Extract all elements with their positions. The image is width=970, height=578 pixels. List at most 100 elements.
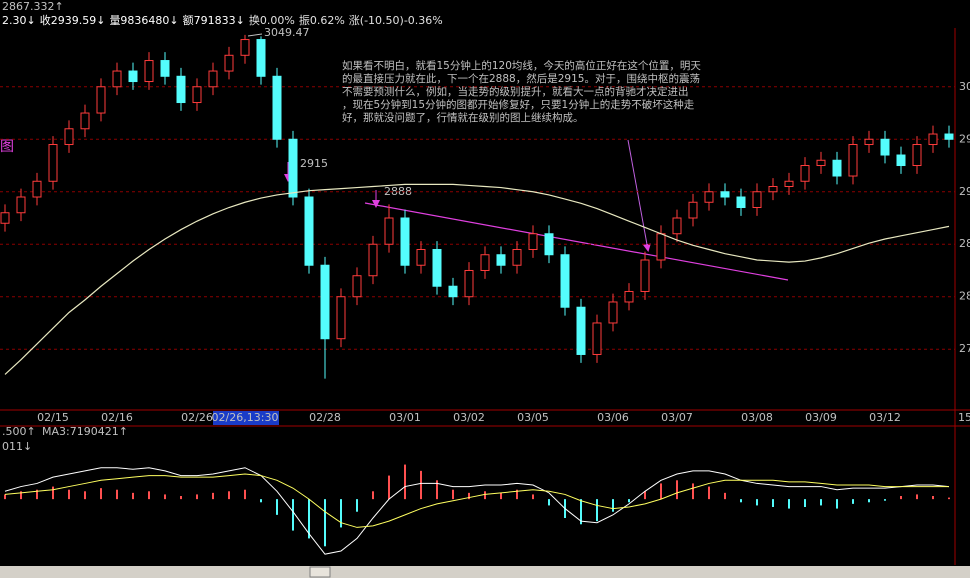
y-tick-label: 2850 <box>959 237 970 250</box>
x-tick-label: 02/28 <box>309 411 341 424</box>
candle-body <box>48 144 58 182</box>
candle-body <box>464 269 474 298</box>
candle-body <box>928 133 938 146</box>
candle-body <box>400 217 410 266</box>
candle-body <box>128 70 138 83</box>
x-tick-label: 02/26,13:30 <box>212 411 279 424</box>
candle-body <box>704 191 714 203</box>
candle-body <box>192 86 202 104</box>
candle-body <box>608 301 618 324</box>
candle-body <box>672 217 682 235</box>
y-tick-label: 2950 <box>959 132 970 145</box>
y-tick-label: 3000 <box>959 80 970 93</box>
annotation-text: 好，那就没问题了，行情就在级别的图上继续构成。 <box>342 111 584 124</box>
x-tick-label: 03/09 <box>805 411 837 424</box>
candle-body <box>816 159 826 167</box>
high-label: 3049.47 <box>264 26 310 39</box>
x-tick-label: 02/16 <box>101 411 133 424</box>
annotation-text: 如果看不明白，就看15分钟上的120均线，今天的高位正好在这个位置，明天 <box>342 59 701 72</box>
candle-body <box>832 159 842 177</box>
candle-body <box>256 39 266 77</box>
arrow <box>627 139 651 252</box>
indicator-header: .500↑ <box>2 425 36 438</box>
quote-item: 振0.62% <box>299 13 345 27</box>
candle-body <box>336 296 346 340</box>
scrollbar[interactable] <box>0 566 970 578</box>
candle-body <box>288 138 298 198</box>
quote-item: 2.30↓ <box>2 14 36 27</box>
candle-body <box>0 212 10 224</box>
x-tick-label: 03/12 <box>869 411 901 424</box>
dea-line <box>4 473 949 528</box>
corner-label: 15 <box>958 411 970 424</box>
candle-body <box>16 196 26 214</box>
candle-body <box>64 128 74 146</box>
candle-body <box>784 180 794 188</box>
mark-label: 2915 <box>300 157 328 170</box>
ma-line <box>4 183 950 375</box>
candle-body <box>208 70 218 88</box>
candle-body <box>720 191 730 198</box>
annotation-text: 不需要预测什么，例如，当走势的级别提升，就看大一点的背驰才决定进出 <box>342 85 689 98</box>
candle-body <box>544 233 554 256</box>
dif-line <box>4 467 950 555</box>
x-tick-label: 03/07 <box>661 411 693 424</box>
x-tick-label: 03/02 <box>453 411 485 424</box>
candle-body <box>176 75 186 104</box>
x-tick-label: 02/26 <box>181 411 213 424</box>
x-tick-label: 02/15 <box>37 411 69 424</box>
candle-body <box>864 138 874 146</box>
candle-body <box>368 243 378 277</box>
candle-body <box>656 233 666 261</box>
candle-body <box>384 217 394 245</box>
candle-body <box>272 75 282 140</box>
trend-line <box>364 202 789 281</box>
candle-body <box>496 254 506 266</box>
candle-body <box>800 165 810 182</box>
candle-body <box>432 248 442 287</box>
candle-body <box>768 186 778 193</box>
x-tick-label: 03/06 <box>597 411 629 424</box>
candle-body <box>112 70 122 88</box>
quote-item: 收2939.59↓ <box>40 13 106 27</box>
candle-body <box>752 191 762 209</box>
candle-body <box>96 86 106 114</box>
candle-body <box>304 196 314 266</box>
candle-body <box>848 144 858 177</box>
y-tick-label: 2750 <box>959 342 970 355</box>
quote-header: 2.30↓ 收2939.59↓ 量9836480↓ 额791833↓ 换0.00% 振0.… <box>2 13 443 27</box>
quote-item: 额791833↓ <box>183 14 245 27</box>
annotation-text: 的最直接压力就在此，下一个在2888，然后是2915。对于，围绕中枢的震荡 <box>342 72 700 85</box>
candle-body <box>912 144 922 167</box>
last-price: 2867.332↑ <box>2 0 64 13</box>
candle-body <box>944 133 954 140</box>
candle-body <box>32 180 42 198</box>
x-tick-label: 03/08 <box>741 411 773 424</box>
scroll-thumb[interactable] <box>309 566 331 578</box>
candle-body <box>144 60 154 83</box>
candle-body <box>448 285 458 298</box>
cursor-date-box <box>213 411 279 425</box>
side-label: 图 <box>0 139 14 155</box>
indicator-header: MA3:7190421↑ <box>42 425 128 438</box>
candle-body <box>224 54 234 72</box>
candle-body <box>352 275 362 298</box>
candle-body <box>240 39 250 56</box>
quote-item: 涨(-10.50)-0.36% <box>349 14 443 27</box>
candle-body <box>416 248 426 266</box>
candle-body <box>880 138 890 156</box>
quote-item: 量9836480↓ <box>109 14 178 27</box>
candle-body <box>896 154 906 167</box>
candle-body <box>576 306 586 355</box>
candle-body <box>160 60 170 77</box>
candle-body <box>80 112 90 130</box>
y-tick-label: 2900 <box>959 185 970 198</box>
candle-body <box>560 254 570 308</box>
candle-body <box>320 264 330 340</box>
candle-body <box>528 233 538 250</box>
candle-body <box>736 196 746 209</box>
candle-body <box>512 248 522 266</box>
candle-body <box>624 290 634 303</box>
